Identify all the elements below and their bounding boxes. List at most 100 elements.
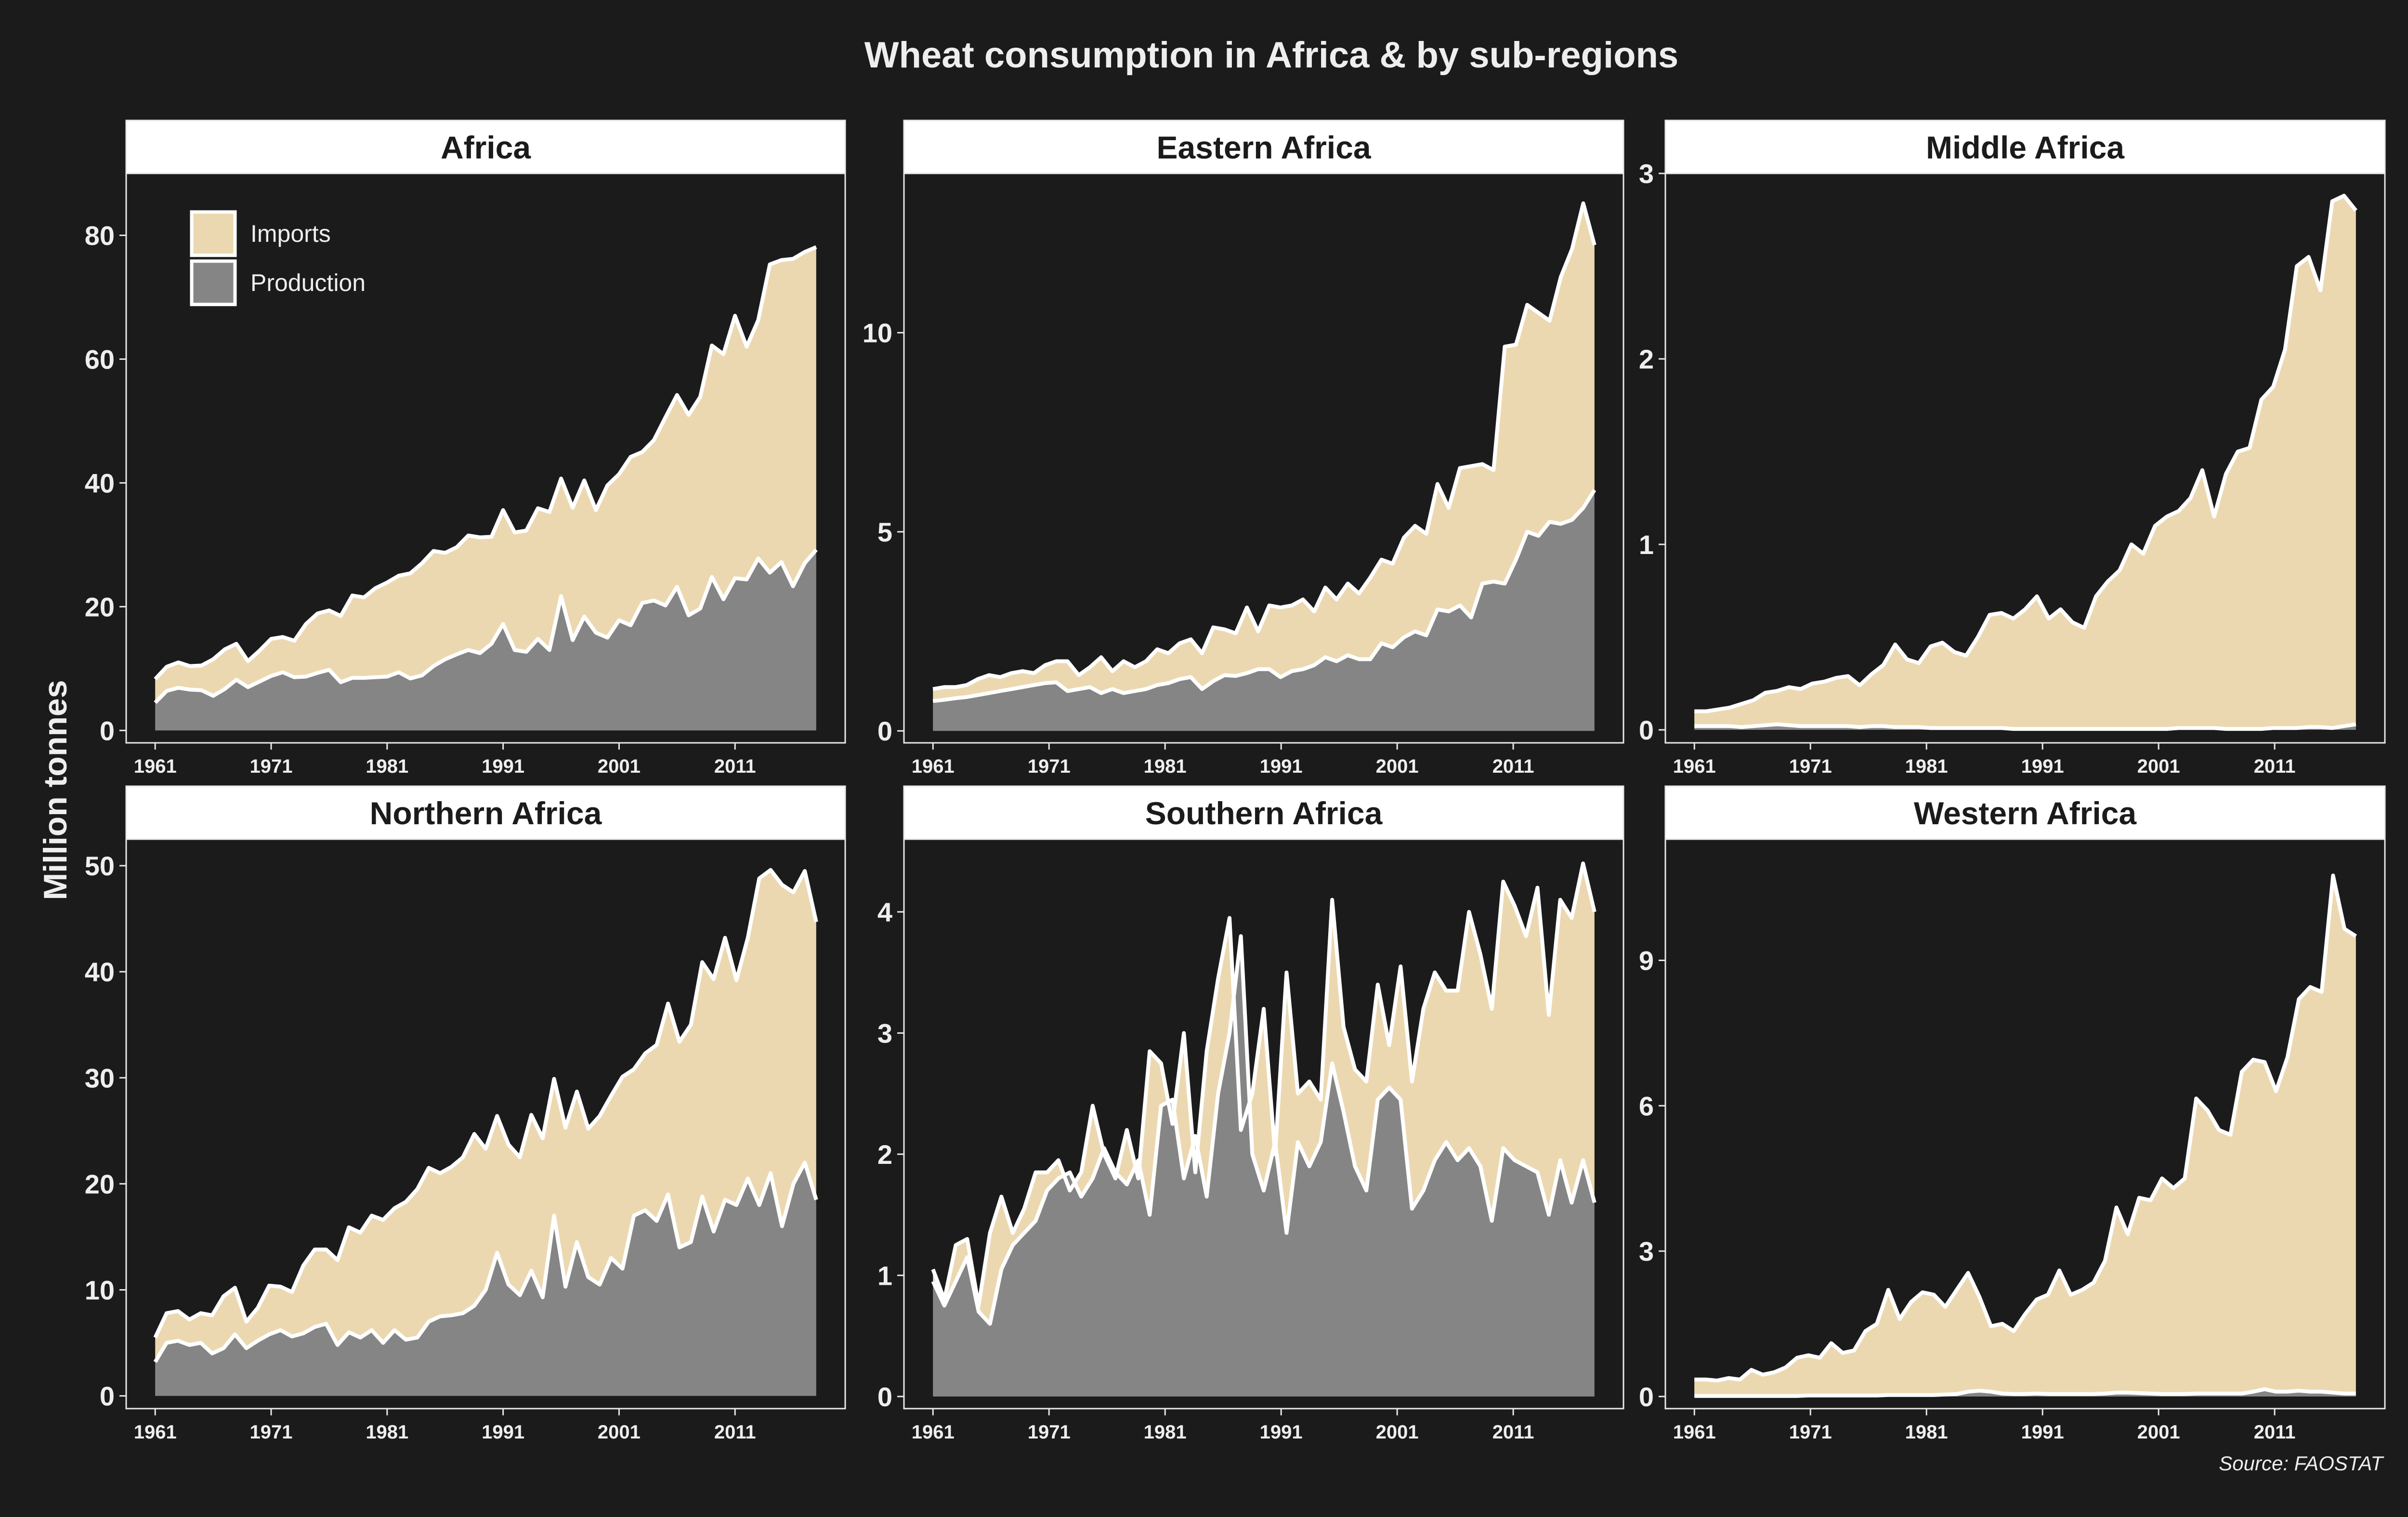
legend-key-production xyxy=(190,259,237,306)
plot-area xyxy=(153,868,818,1396)
panel-border xyxy=(125,838,846,1410)
plot-area xyxy=(931,861,1597,1397)
x-tick-label: 2001 xyxy=(1376,756,1419,777)
panel-northern-africa: Northern Africa 0 10 20 30 40 50 1961 1971 1981 19… xyxy=(85,785,846,1443)
x-tick-label: 1981 xyxy=(366,756,408,777)
x-tick-label: 2011 xyxy=(1492,756,1534,777)
x-tick-label: 1991 xyxy=(2021,1422,2064,1443)
panel-strip xyxy=(1664,785,2386,840)
x-tick-label: 1961 xyxy=(134,756,177,777)
y-tick-label: 0 xyxy=(1639,1382,1654,1412)
x-tick-label: 2011 xyxy=(1492,1422,1534,1443)
imports-area xyxy=(155,870,816,1362)
x-tick-label: 1981 xyxy=(1144,756,1187,777)
plot-area xyxy=(1694,194,2357,731)
panel-title: Middle Africa xyxy=(1926,130,2125,165)
x-tick-label: 1971 xyxy=(250,1422,293,1443)
panel-strip xyxy=(125,119,846,174)
y-tick-label: 5 xyxy=(877,517,892,547)
y-tick-label: 1 xyxy=(1639,529,1654,560)
x-tick-label: 2011 xyxy=(714,756,756,777)
panel-border xyxy=(903,172,1624,744)
x-tick-label: 1991 xyxy=(482,756,524,777)
panel-strip xyxy=(903,785,1624,840)
y-axis-label: Million tonnes xyxy=(37,680,74,900)
imports-area xyxy=(1694,196,2356,729)
x-tick-label: 1971 xyxy=(1789,756,1832,777)
production-area xyxy=(155,550,816,731)
total-line xyxy=(154,245,817,681)
panel-title: Eastern Africa xyxy=(1156,130,1371,165)
y-tick-label: 2 xyxy=(1639,344,1654,374)
x-tick-label: 2001 xyxy=(2137,756,2180,777)
total-line xyxy=(153,868,818,1339)
production-area xyxy=(155,1162,816,1396)
legend-label-production: Production xyxy=(250,269,366,296)
x-tick-label: 1981 xyxy=(1144,1422,1187,1443)
y-tick-label: 9 xyxy=(1639,945,1654,976)
y-tick-label: 0 xyxy=(877,716,892,746)
legend: Imports Production xyxy=(190,210,366,306)
y-tick-label: 1 xyxy=(877,1260,892,1291)
imports-area xyxy=(933,863,1595,1324)
panel-strip xyxy=(1664,119,2386,174)
x-tick-label: 2001 xyxy=(598,1422,641,1443)
x-tick-label: 2001 xyxy=(1376,1422,1419,1443)
x-tick-label: 1991 xyxy=(482,1422,524,1443)
total-line xyxy=(1694,194,2357,713)
x-tick-label: 1961 xyxy=(912,1422,955,1443)
panel-title: Southern Africa xyxy=(1145,795,1383,831)
y-tick-label: 2 xyxy=(877,1139,892,1170)
y-tick-label: 40 xyxy=(85,468,115,498)
panel-middle-africa: Middle Africa 0 1 2 3 1961 1971 1981 1991 2001 201… xyxy=(1639,119,2386,777)
production-area xyxy=(933,490,1595,731)
y-tick-label: 0 xyxy=(877,1382,892,1412)
panel-title: Western Africa xyxy=(1914,795,2137,831)
y-tick-label: 4 xyxy=(877,897,892,927)
production-line xyxy=(153,1161,818,1363)
x-tick-label: 2011 xyxy=(2254,1422,2296,1443)
x-tick-label: 1971 xyxy=(1028,756,1071,777)
x-tick-label: 2011 xyxy=(714,1422,756,1443)
x-tick-label: 1961 xyxy=(1673,756,1716,777)
x-tick-label: 1961 xyxy=(134,1422,177,1443)
y-tick-label: 10 xyxy=(85,1275,115,1305)
y-tick-label: 3 xyxy=(1639,158,1654,189)
x-tick-label: 2011 xyxy=(2254,756,2296,777)
production-area xyxy=(933,936,1595,1397)
y-tick-label: 0 xyxy=(1639,715,1654,745)
panel-border xyxy=(1664,838,2386,1410)
x-tick-label: 1971 xyxy=(1028,1422,1071,1443)
panel-border xyxy=(1664,172,2386,744)
y-tick-label: 3 xyxy=(1639,1236,1654,1266)
x-tick-label: 1981 xyxy=(366,1422,408,1443)
imports-area xyxy=(933,203,1595,701)
x-tick-label: 1991 xyxy=(1260,1422,1303,1443)
production-line xyxy=(154,548,818,704)
y-tick-label: 20 xyxy=(85,1169,115,1199)
production-line xyxy=(932,488,1597,703)
panel-africa: Africa 0 20 40 60 80 1961 1971 1981 1991 2001 2011 xyxy=(85,119,846,777)
plot-area xyxy=(154,245,818,731)
chart-title: Wheat consumption in Africa & by sub-reg… xyxy=(864,35,1678,76)
x-tick-label: 1961 xyxy=(1673,1422,1716,1443)
legend-label-imports: Imports xyxy=(250,220,331,247)
production-line xyxy=(1694,1387,2356,1398)
panel-strip xyxy=(903,119,1624,174)
x-tick-label: 1961 xyxy=(912,756,955,777)
y-tick-label: 0 xyxy=(100,1381,115,1411)
y-tick-label: 0 xyxy=(100,715,115,746)
panel-border xyxy=(125,172,846,744)
panel-southern-africa: Southern Africa 0 1 2 3 4 1961 1971 1981 1991 2001… xyxy=(877,785,1624,1443)
panel-eastern-africa: Eastern Africa 0 5 10 1961 1971 1981 1991 2001 20… xyxy=(863,119,1624,777)
y-tick-label: 6 xyxy=(1639,1091,1654,1121)
y-tick-label: 20 xyxy=(85,592,115,622)
total-line xyxy=(932,201,1597,691)
y-tick-label: 30 xyxy=(85,1063,115,1093)
plot-area xyxy=(932,201,1597,731)
production-line xyxy=(931,934,1597,1326)
y-tick-label: 10 xyxy=(863,318,892,348)
legend-key-imports xyxy=(190,210,237,257)
total-line xyxy=(1694,873,2357,1383)
